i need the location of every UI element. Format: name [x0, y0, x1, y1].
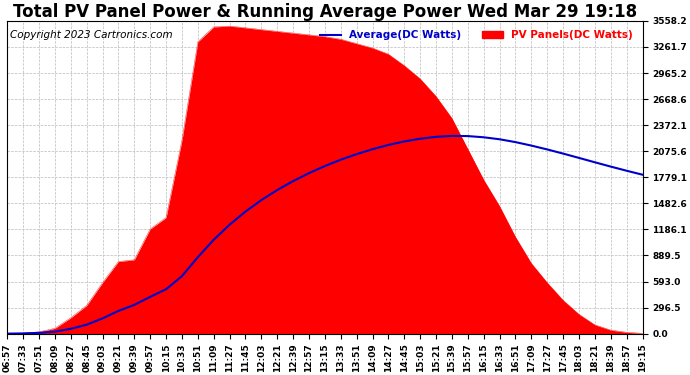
Text: Copyright 2023 Cartronics.com: Copyright 2023 Cartronics.com — [10, 30, 173, 40]
Legend: Average(DC Watts), PV Panels(DC Watts): Average(DC Watts), PV Panels(DC Watts) — [316, 26, 638, 45]
Title: Total PV Panel Power & Running Average Power Wed Mar 29 19:18: Total PV Panel Power & Running Average P… — [13, 3, 637, 21]
